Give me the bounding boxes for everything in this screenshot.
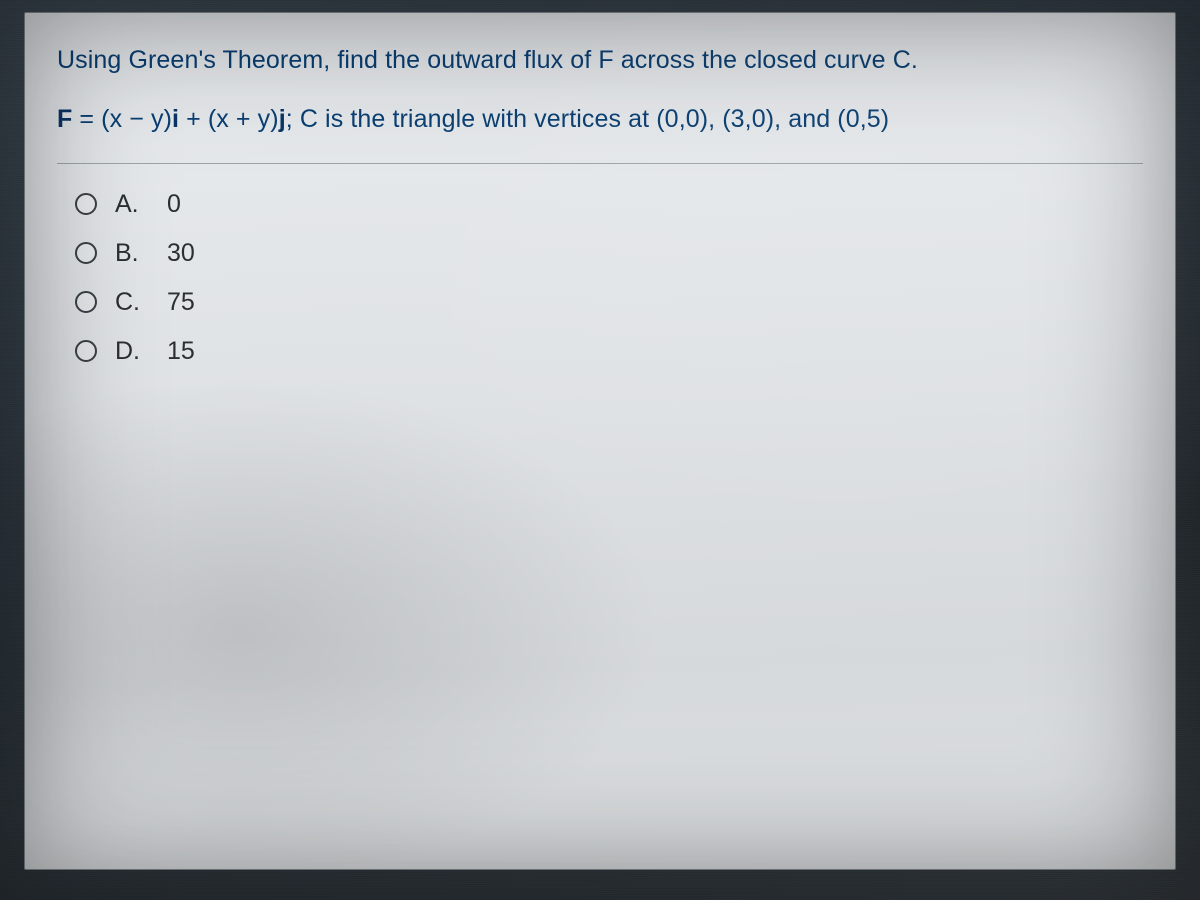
- choice-value: 30: [167, 239, 195, 268]
- vector-F: F: [57, 105, 72, 133]
- radio-icon[interactable]: [75, 291, 97, 313]
- choice-label: B.: [115, 239, 143, 268]
- answer-choices: A. 0 B. 30 C. 75 D. 15: [57, 190, 1143, 366]
- choice-value: 15: [167, 337, 195, 366]
- radio-icon[interactable]: [75, 340, 97, 362]
- choice-label: A.: [115, 190, 143, 219]
- choice-d[interactable]: D. 15: [75, 337, 1143, 366]
- unit-j: j: [279, 105, 286, 133]
- choice-label: D.: [115, 337, 143, 366]
- unit-i: i: [172, 105, 179, 133]
- eq-part-2: + (x + y): [179, 105, 279, 133]
- eq-rest: ; C is the triangle with vertices at (0,…: [286, 105, 889, 133]
- eq-part-1: = (x − y): [72, 105, 172, 133]
- choice-a[interactable]: A. 0: [75, 190, 1143, 219]
- choice-b[interactable]: B. 30: [75, 239, 1143, 268]
- choice-value: 0: [167, 190, 181, 219]
- divider: [57, 163, 1143, 164]
- question-stem: Using Green's Theorem, find the outward …: [57, 41, 1143, 139]
- choice-label: C.: [115, 288, 143, 317]
- question-line-2: F = (x − y)i + (x + y)j; C is the triang…: [57, 100, 1143, 139]
- radio-icon[interactable]: [75, 193, 97, 215]
- choice-value: 75: [167, 288, 195, 317]
- question-line-1: Using Green's Theorem, find the outward …: [57, 41, 1143, 80]
- question-panel: Using Green's Theorem, find the outward …: [24, 12, 1176, 870]
- choice-c[interactable]: C. 75: [75, 288, 1143, 317]
- radio-icon[interactable]: [75, 242, 97, 264]
